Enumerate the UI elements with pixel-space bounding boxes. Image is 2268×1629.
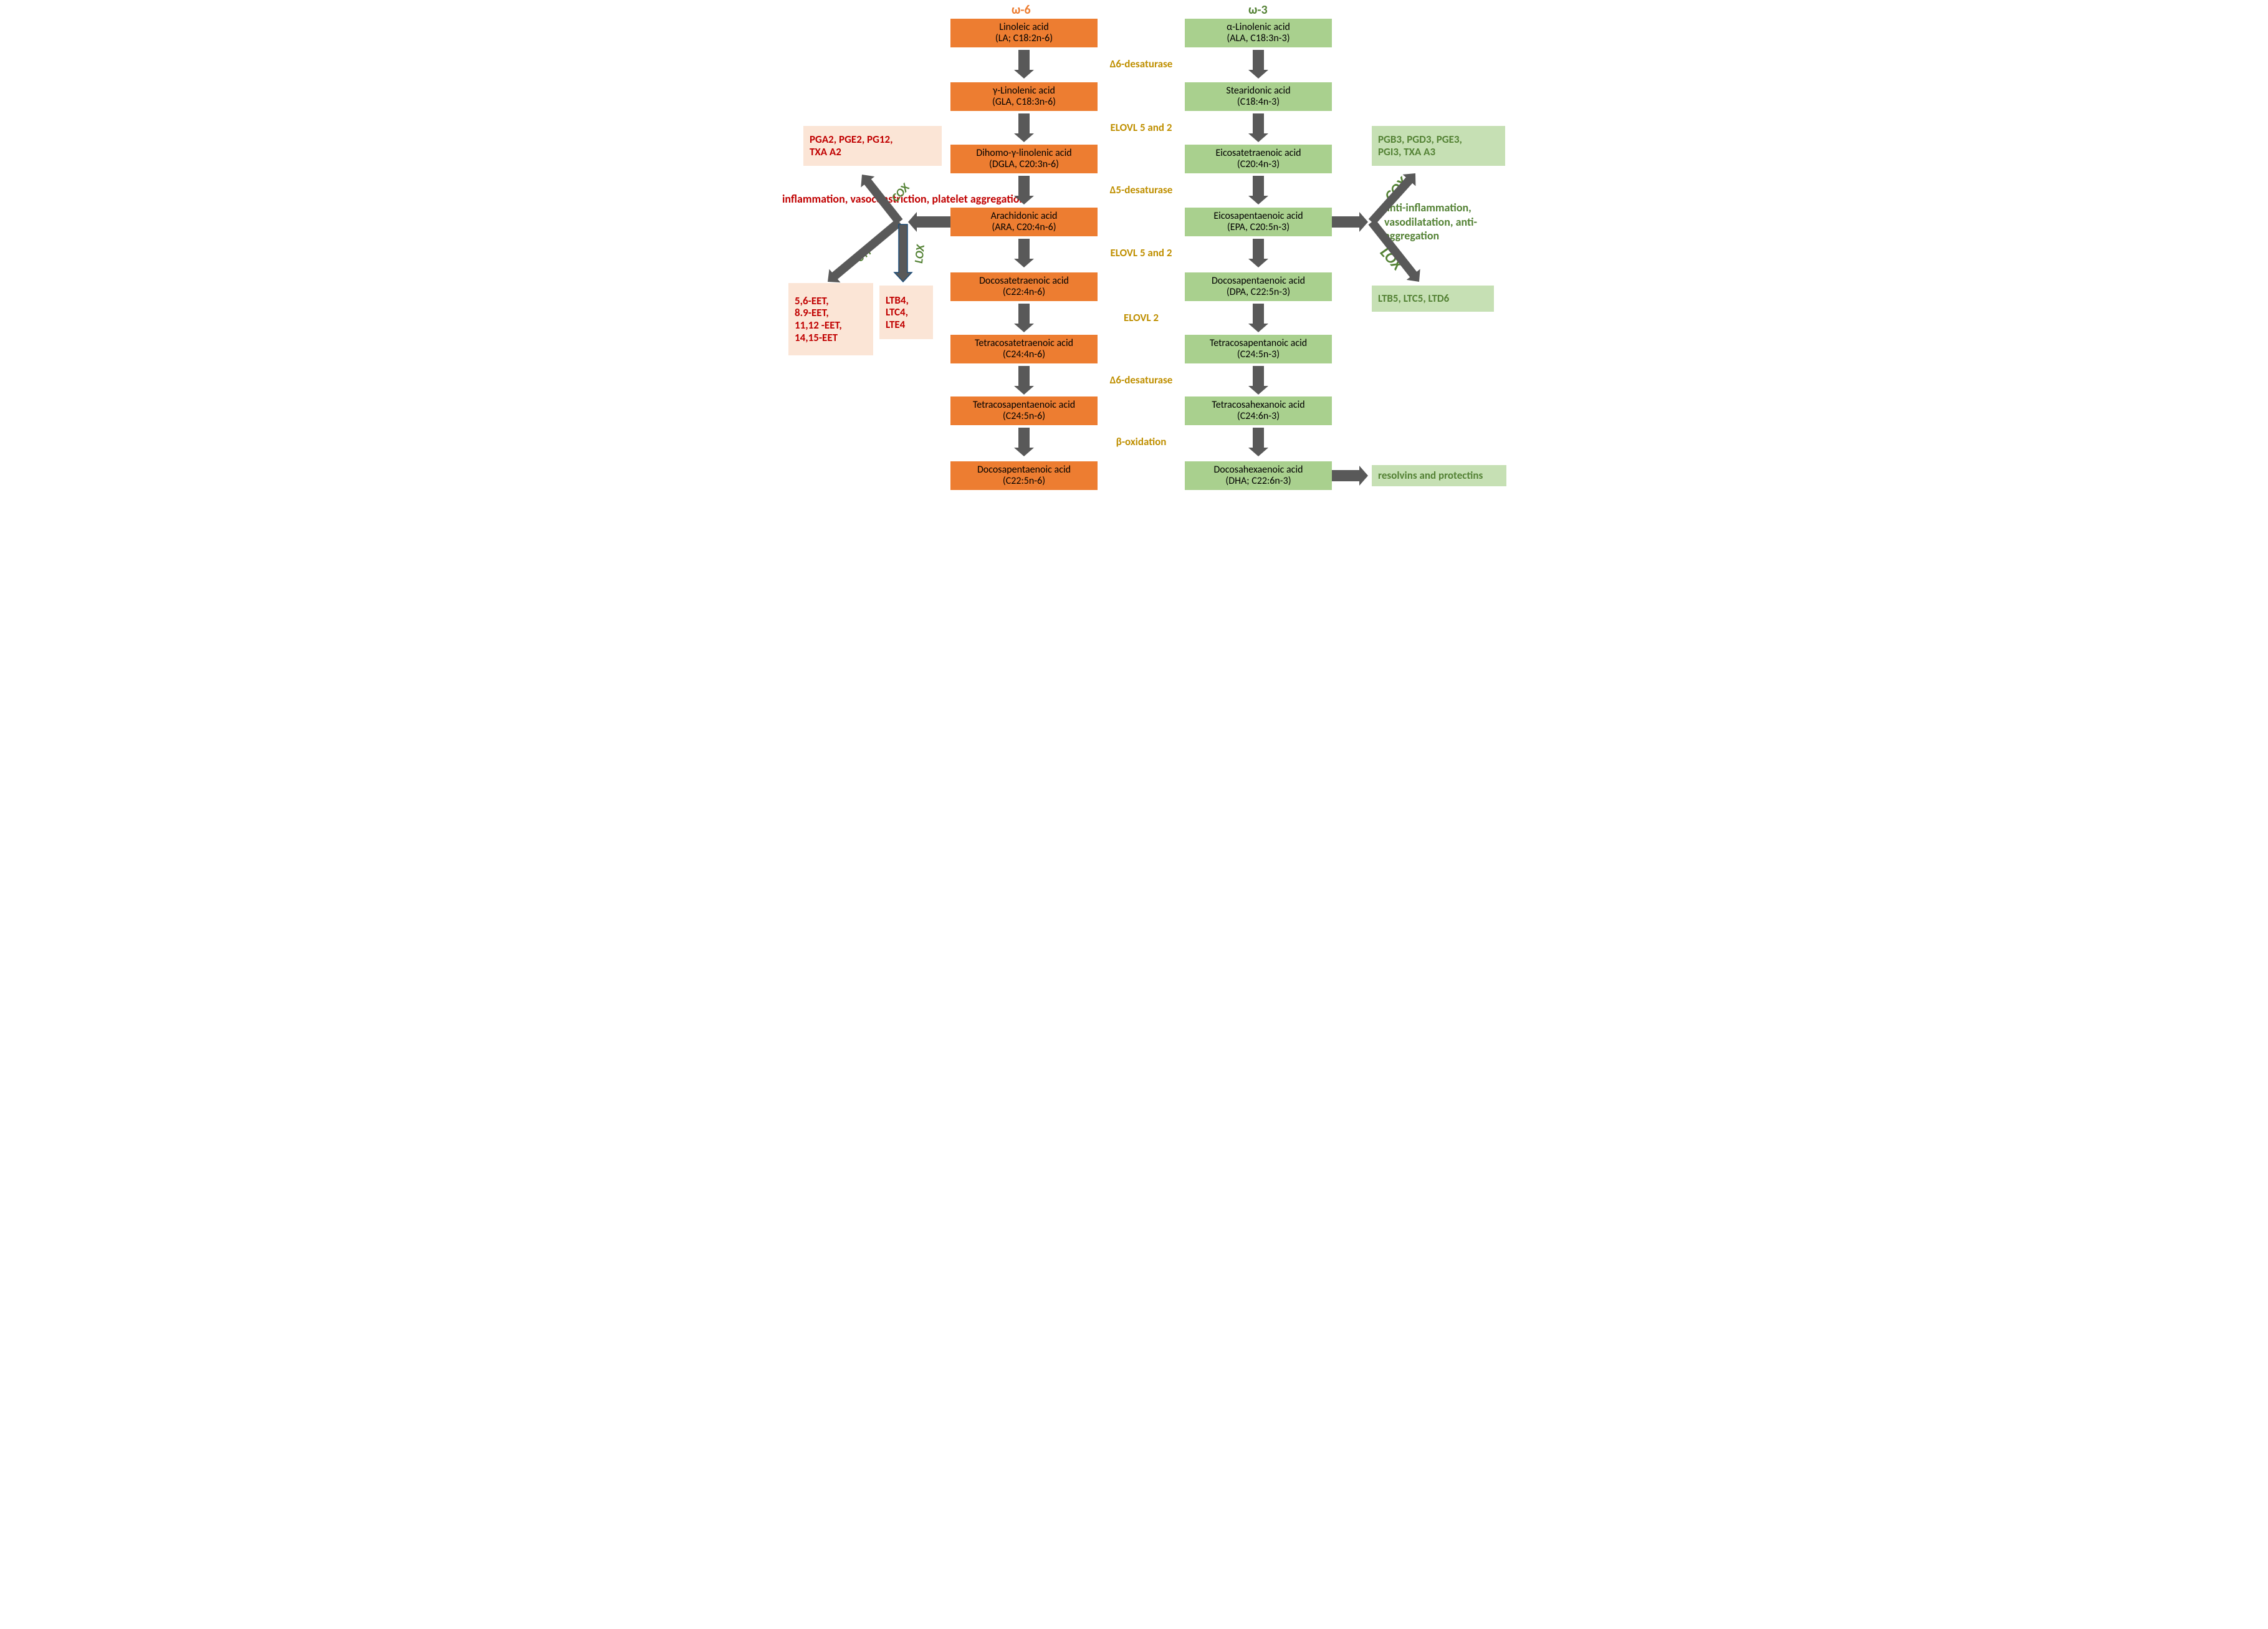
omega3-step-2-sub: (C20:4n-3) xyxy=(1237,159,1280,170)
omega3-cox-products: PGB3, PGD3, PGE3, PGI3, TXA A3 xyxy=(1372,126,1505,166)
enzyme-label-4: ELOVL 2 xyxy=(1106,311,1176,324)
omega6-arrow-2 xyxy=(1014,176,1034,204)
omega3-arrow-5 xyxy=(1248,366,1268,395)
enzyme-label-3: ELOVL 5 and 2 xyxy=(1106,246,1176,259)
enzyme-label-6: β-oxidation xyxy=(1106,435,1176,448)
omega3-arrow-0 xyxy=(1248,50,1268,79)
omega6-arrow-1 xyxy=(1014,113,1034,142)
omega6-step-4-sub: (C22:4n-6) xyxy=(1003,287,1045,298)
omega3-step-7: Docosahexaenoic acid(DHA; C22:6n-3) xyxy=(1185,461,1332,490)
omega6-step-3-sub: (ARA, C20:4n-6) xyxy=(992,222,1056,233)
omega3-step-3-sub: (EPA, C20:5n-3) xyxy=(1227,222,1290,233)
omega3-step-6: Tetracosahexanoic acid(C24:6n-3) xyxy=(1185,396,1332,425)
omega6-arrow-4 xyxy=(1014,304,1034,332)
right-cox-arrow xyxy=(1369,173,1416,225)
omega3-step-1: Stearidonic acid(C18:4n-3) xyxy=(1185,82,1332,111)
epa-out-arrow xyxy=(1332,212,1368,232)
arrows-layer xyxy=(756,0,1512,543)
enzyme-label-2: Δ5-desaturase xyxy=(1106,183,1176,196)
omega3-step-1-sub: (C18:4n-3) xyxy=(1237,97,1280,108)
right-lox-arrow xyxy=(1369,219,1420,282)
omega6-step-0-name: Linoleic acid xyxy=(999,22,1048,33)
omega6-step-2-name: Dihomo-γ-linolenic acid xyxy=(976,148,1071,159)
omega3-arrow-1 xyxy=(1248,113,1268,142)
omega3-step-5-name: Tetracosapentanoic acid xyxy=(1210,338,1307,349)
omega3-step-0-name: α-Linolenic acid xyxy=(1227,22,1290,33)
omega6-arrow-3 xyxy=(1014,239,1034,267)
omega6-step-6-sub: (C24:5n-6) xyxy=(1003,411,1045,422)
omega6-step-1: γ-Linolenic acid(GLA, C18:3n-6) xyxy=(950,82,1098,111)
omega6-arrow-6 xyxy=(1014,428,1034,456)
omega3-step-2-name: Eicosatetraenoic acid xyxy=(1215,148,1301,159)
omega3-step-6-name: Tetracosahexanoic acid xyxy=(1212,400,1304,411)
omega6-step-1-name: γ-Linolenic acid xyxy=(993,85,1055,97)
dha-out-arrow xyxy=(1332,466,1368,486)
omega3-step-7-name: Docosahexaenoic acid xyxy=(1213,464,1303,476)
omega3-step-7-sub: (DHA; C22:6n-3) xyxy=(1225,476,1291,487)
omega3-step-4-name: Docosapentaenoic acid xyxy=(1212,276,1305,287)
omega6-step-4: Docosatetraenoic acid(C22:4n-6) xyxy=(950,272,1098,301)
omega6-step-7: Docosapentaenoic acid(C22:5n-6) xyxy=(950,461,1098,490)
left-cyp-arrow xyxy=(828,219,902,283)
omega3-step-3-name: Eicosapentaenoic acid xyxy=(1213,211,1303,222)
omega3-arrow-2 xyxy=(1248,176,1268,204)
enzyme-label-1: ELOVL 5 and 2 xyxy=(1106,121,1176,134)
diagram-stage: ω-6 ω-3 inflammation, vasoconstriction, … xyxy=(756,0,1512,543)
omega6-step-3-name: Arachidonic acid xyxy=(991,211,1058,222)
omega3-step-2: Eicosatetraenoic acid(C20:4n-3) xyxy=(1185,145,1332,173)
omega3-step-4: Docosapentaenoic acid(DPA, C22:5n-3) xyxy=(1185,272,1332,301)
omega3-dha-products: resolvins and protectins xyxy=(1372,465,1506,486)
omega6-step-6-name: Tetracosapentaenoic acid xyxy=(973,400,1075,411)
omega3-lox-products: LTB5, LTC5, LTD6 xyxy=(1372,286,1494,312)
omega3-step-4-sub: (DPA, C22:5n-3) xyxy=(1227,287,1290,298)
omega6-arrow-5 xyxy=(1014,366,1034,395)
omega6-step-2: Dihomo-γ-linolenic acid(DGLA, C20:3n-6) xyxy=(950,145,1098,173)
omega6-step-4-name: Docosatetraenoic acid xyxy=(979,276,1069,287)
omega3-step-0-sub: (ALA, C18:3n-3) xyxy=(1227,33,1290,44)
omega6-step-1-sub: (GLA, C18:3n-6) xyxy=(992,97,1056,108)
left-cox-arrow xyxy=(861,175,902,224)
omega6-step-7-name: Docosapentaenoic acid xyxy=(977,464,1071,476)
omega6-cyp-products: 5,6-EET, 8.9-EET, 11,12 -EET, 14,15-EET xyxy=(788,283,873,355)
omega3-step-0: α-Linolenic acid(ALA, C18:3n-3) xyxy=(1185,19,1332,47)
omega3-arrow-6 xyxy=(1248,428,1268,456)
omega6-lox-products: LTB4, LTC4, LTE4 xyxy=(879,286,933,339)
omega3-step-6-sub: (C24:6n-3) xyxy=(1237,411,1280,422)
omega6-cox-products: PGA2, PGE2, PG12, TXA A2 xyxy=(803,126,942,166)
omega3-step-1-name: Stearidonic acid xyxy=(1226,85,1290,97)
omega6-step-6: Tetracosapentaenoic acid(C24:5n-6) xyxy=(950,396,1098,425)
omega3-step-5-sub: (C24:5n-3) xyxy=(1237,349,1280,360)
enzyme-label-5: Δ6-desaturase xyxy=(1106,373,1176,387)
enzyme-label-0: Δ6-desaturase xyxy=(1106,57,1176,70)
omega6-step-3: Arachidonic acid(ARA, C20:4n-6) xyxy=(950,208,1098,236)
omega3-arrow-3 xyxy=(1248,239,1268,267)
omega6-arrow-0 xyxy=(1014,50,1034,79)
omega6-step-5-sub: (C24:4n-6) xyxy=(1003,349,1045,360)
omega6-step-5-name: Tetracosatetraenoic acid xyxy=(975,338,1073,349)
omega6-step-0: Linoleic acid(LA; C18:2n-6) xyxy=(950,19,1098,47)
left-lox-arrow xyxy=(894,224,912,282)
omega3-step-5: Tetracosapentanoic acid(C24:5n-3) xyxy=(1185,335,1332,363)
omega6-step-2-sub: (DGLA, C20:3n-6) xyxy=(989,159,1059,170)
omega6-step-7-sub: (C22:5n-6) xyxy=(1003,476,1045,487)
ara-out-arrow xyxy=(908,212,950,232)
omega3-arrow-4 xyxy=(1248,304,1268,332)
omega6-step-5: Tetracosatetraenoic acid(C24:4n-6) xyxy=(950,335,1098,363)
omega6-step-0-sub: (LA; C18:2n-6) xyxy=(995,33,1053,44)
omega3-step-3: Eicosapentaenoic acid(EPA, C20:5n-3) xyxy=(1185,208,1332,236)
